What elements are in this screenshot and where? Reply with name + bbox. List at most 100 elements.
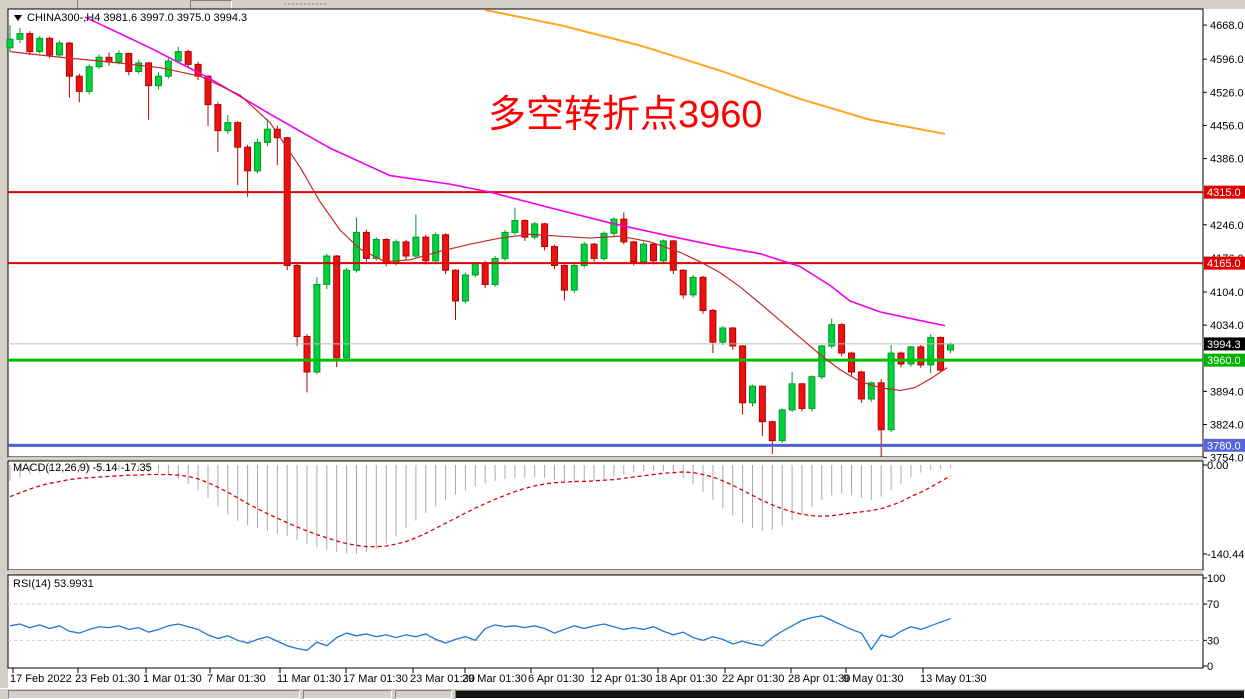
price-badge — [1204, 353, 1245, 367]
caret-down-icon[interactable] — [14, 15, 22, 21]
price-tick-label: 4246.0 — [1210, 220, 1244, 232]
price-tick-label: 3894.0 — [1210, 386, 1244, 398]
price-badge — [1204, 256, 1245, 270]
candle — [778, 409, 786, 442]
candle — [125, 52, 133, 72]
price-badge — [1204, 185, 1245, 199]
candle — [323, 255, 331, 285]
date-label: 18 Apr 01:30 — [655, 673, 717, 685]
price-tick-label: 4104.0 — [1210, 287, 1244, 299]
price-tick-label: 4034.0 — [1210, 320, 1244, 332]
candle — [531, 223, 539, 238]
candle — [184, 51, 192, 65]
candle — [174, 51, 182, 62]
candle — [432, 234, 440, 262]
candle — [283, 137, 291, 267]
toolbar-separator — [77, 0, 78, 9]
candle — [303, 335, 311, 373]
rsi-indicator-label: RSI(14) 53.9931 — [13, 578, 94, 590]
candle — [650, 243, 657, 262]
candle — [887, 352, 895, 431]
candle — [897, 352, 905, 365]
rsi-level-label: 30 — [1207, 635, 1219, 647]
candle — [254, 141, 261, 172]
panel-splitter — [8, 457, 1203, 461]
symbol-ohlc-title: CHINA300-,H4 3981.6 3997.0 3975.0 3994.3 — [27, 12, 248, 24]
price-tick-label: 4386.0 — [1210, 154, 1244, 166]
candle — [461, 274, 469, 302]
rsi-level-label: 100 — [1207, 573, 1225, 585]
status-cell — [8, 690, 300, 699]
candle — [204, 75, 212, 106]
candle — [669, 240, 677, 271]
ma-magenta-line — [84, 16, 946, 327]
candle — [95, 56, 103, 68]
candle — [372, 238, 380, 259]
panel-splitter — [8, 570, 1203, 575]
price-badge — [1204, 337, 1245, 351]
rsi-line — [9, 615, 951, 651]
price-tick-label: 3754.0 — [1210, 453, 1244, 465]
candle — [848, 352, 855, 373]
date-label: 13 May 01:30 — [920, 673, 987, 685]
candle — [65, 42, 73, 77]
candle — [600, 232, 608, 259]
candle — [570, 265, 578, 291]
rsi-panel-frame — [7, 574, 1204, 669]
candle — [85, 66, 93, 92]
macd-level-label: 0.00 — [1207, 460, 1228, 472]
candle — [907, 346, 915, 365]
candle — [155, 75, 162, 87]
candle — [551, 246, 558, 267]
price-badge — [1204, 438, 1245, 452]
price-badge-label: 4315.0 — [1207, 187, 1241, 199]
date-label: 7 Mar 01:30 — [207, 673, 266, 685]
candle — [699, 276, 707, 311]
date-label: 17 Feb 2022 — [10, 673, 72, 685]
candle — [689, 276, 697, 296]
macd-level-label: -140.44 — [1207, 549, 1244, 561]
candle — [798, 383, 806, 409]
price-badge-label: 3994.3 — [1207, 339, 1241, 351]
candle — [145, 62, 153, 87]
price-tick-label: 4526.0 — [1210, 87, 1244, 99]
candle — [382, 238, 390, 264]
candle — [353, 231, 360, 271]
candle — [422, 236, 430, 262]
candle — [560, 265, 568, 291]
toolbar-grip-icon[interactable] — [283, 2, 327, 7]
candle — [857, 371, 865, 400]
date-label: 22 Apr 01:30 — [722, 673, 784, 685]
candle — [46, 37, 54, 56]
candle — [501, 231, 509, 259]
candle — [452, 269, 459, 302]
price-tick-label: 4668.0 — [1210, 20, 1244, 32]
macd-panel-frame — [7, 460, 1204, 571]
candle — [16, 33, 24, 40]
candle — [867, 382, 875, 400]
candle — [521, 220, 529, 238]
status-cell — [395, 690, 452, 699]
candle — [244, 146, 252, 172]
date-label: 29 Mar 01:30 — [462, 673, 527, 685]
date-label: 12 Apr 01:30 — [590, 673, 652, 685]
ma-orange-line — [484, 8, 946, 135]
date-label: 11 Mar 01:30 — [277, 673, 341, 685]
price-tick-label: 4456.0 — [1210, 120, 1244, 132]
candle — [640, 243, 648, 263]
candle — [679, 269, 687, 296]
macd-signal-line — [9, 471, 951, 548]
candle — [808, 376, 816, 409]
candle — [659, 240, 667, 262]
candle — [917, 346, 925, 366]
candle — [788, 383, 796, 411]
price-badge-label: 3960.0 — [1207, 355, 1241, 367]
candle — [402, 241, 410, 257]
price-badge-label: 3780.0 — [1207, 440, 1241, 452]
macd-indicator-label: MACD(12,26,9) -5.14 -17.35 — [13, 462, 152, 474]
ma-red-line — [9, 50, 948, 392]
candle — [313, 283, 321, 373]
candle — [234, 122, 242, 148]
